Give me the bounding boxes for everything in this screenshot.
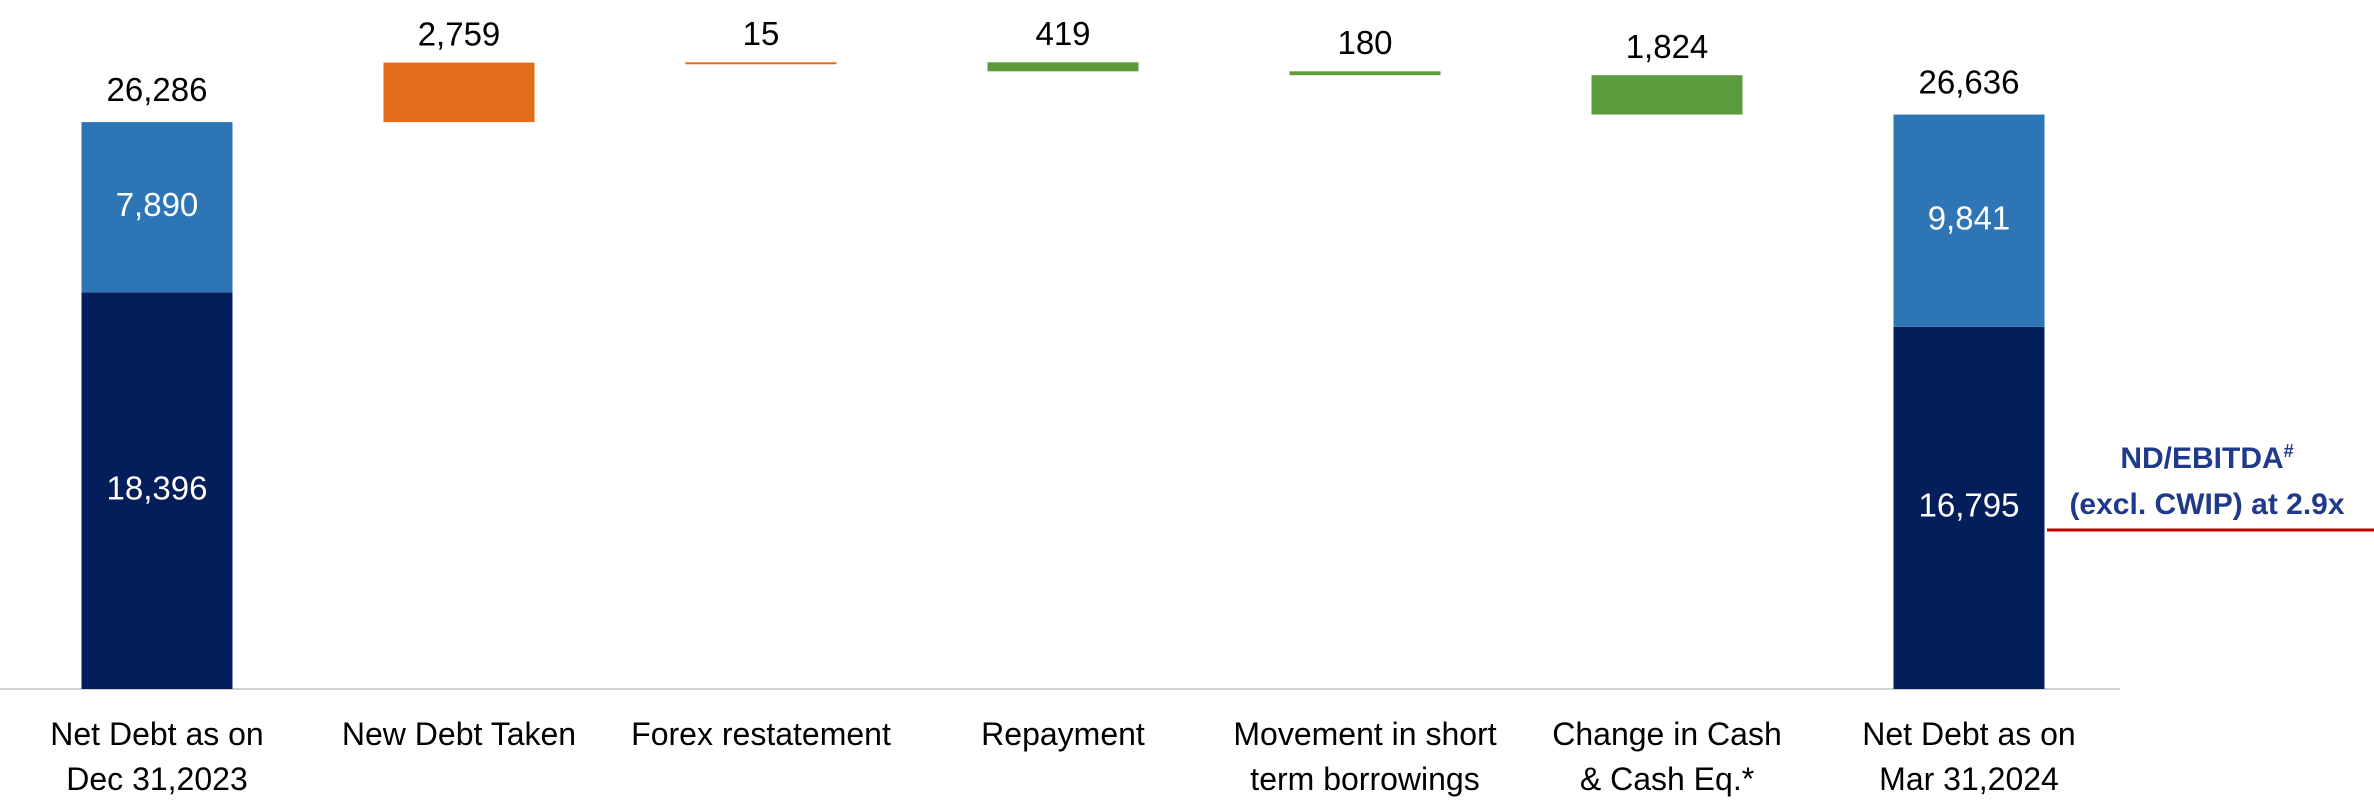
total-label: 26,636: [1919, 63, 2020, 100]
step-label: 180: [1337, 24, 1392, 61]
step-label: 1,824: [1626, 28, 1709, 65]
step-label: 15: [743, 15, 780, 52]
annotation-text: (excl. CWIP) at 2.9x: [2069, 488, 2345, 521]
x-tick-label: Change in Cash & Cash Eq.*: [1552, 716, 1782, 797]
step-bar: [1289, 71, 1441, 76]
annotation-sup: #: [2283, 441, 2294, 461]
step-label: 2,759: [418, 15, 501, 52]
bar-segment: [1893, 326, 2045, 689]
total-label: 26,286: [107, 71, 208, 108]
x-tick-label: Repayment: [981, 716, 1145, 752]
segment-label: 16,795: [1919, 487, 2020, 524]
step-bar: [685, 62, 837, 65]
segment-label: 7,890: [116, 186, 199, 223]
annotation-text: ND/EBITDA: [2120, 442, 2284, 475]
bar-segment: [81, 292, 233, 689]
step-label: 419: [1035, 15, 1090, 52]
annotation: ND/EBITDA# (excl. CWIP) at 2.9x: [2040, 428, 2374, 528]
x-tick-label: Forex restatement: [631, 716, 891, 752]
x-tick-label: Movement in short term borrowings: [1233, 716, 1497, 797]
step-bar: [383, 62, 535, 123]
x-tick-label: New Debt Taken: [341, 716, 577, 752]
x-tick-label: Net Debt as on Mar 31,2024: [1862, 716, 2076, 797]
segment-label: 9,841: [1928, 199, 2011, 236]
bar-segment: [81, 122, 233, 293]
bar-segment: [1893, 114, 2045, 327]
segment-label: 18,396: [107, 469, 208, 506]
step-bar: [1591, 75, 1743, 115]
x-tick-label: Net Debt as on Dec 31,2023: [50, 716, 264, 797]
step-bar: [987, 62, 1139, 72]
